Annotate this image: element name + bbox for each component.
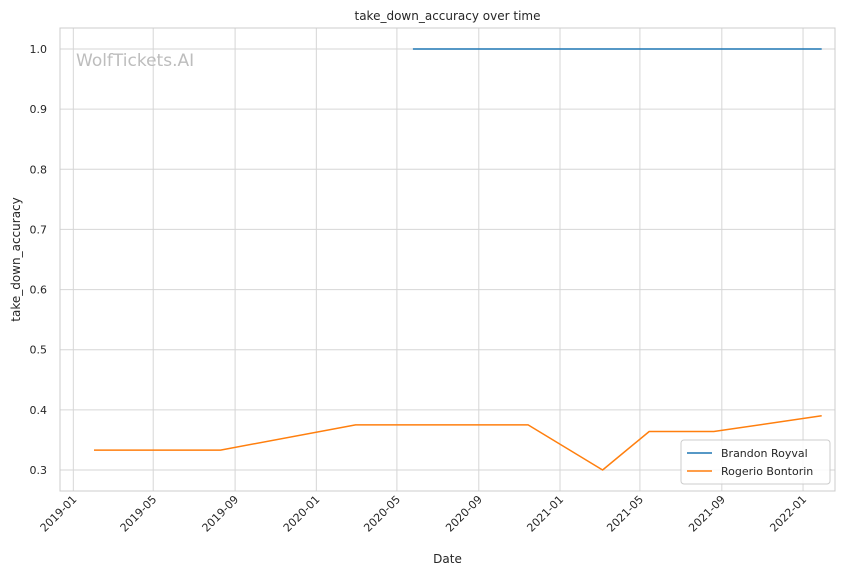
legend-box (680, 439, 831, 485)
y-tick-label: 0.3 (30, 464, 48, 477)
watermark-text: WolfTickets.AI (76, 51, 194, 71)
legend: Brandon Royval Rogerio Bontorin (680, 439, 831, 485)
y-tick-label: 0.6 (30, 284, 48, 297)
y-axis-title: take_down_accuracy (9, 197, 23, 321)
y-tick-label: 1.0 (30, 43, 48, 56)
grid (60, 28, 835, 491)
y-tick-label: 0.9 (30, 103, 48, 116)
chart-title: take_down_accuracy over time (355, 9, 541, 23)
series-lines (94, 48, 822, 471)
legend-label: Rogerio Bontorin (721, 465, 813, 478)
x-axis-title: Date (433, 552, 462, 566)
y-tick-label: 0.7 (30, 223, 48, 236)
y-tick-label: 0.8 (30, 163, 48, 176)
y-tick-label: 0.4 (30, 404, 48, 417)
y-tick-label: 0.5 (30, 344, 48, 357)
series-line (94, 415, 822, 471)
legend-label: Brandon Royval (721, 447, 808, 460)
plot-frame (59, 27, 836, 492)
